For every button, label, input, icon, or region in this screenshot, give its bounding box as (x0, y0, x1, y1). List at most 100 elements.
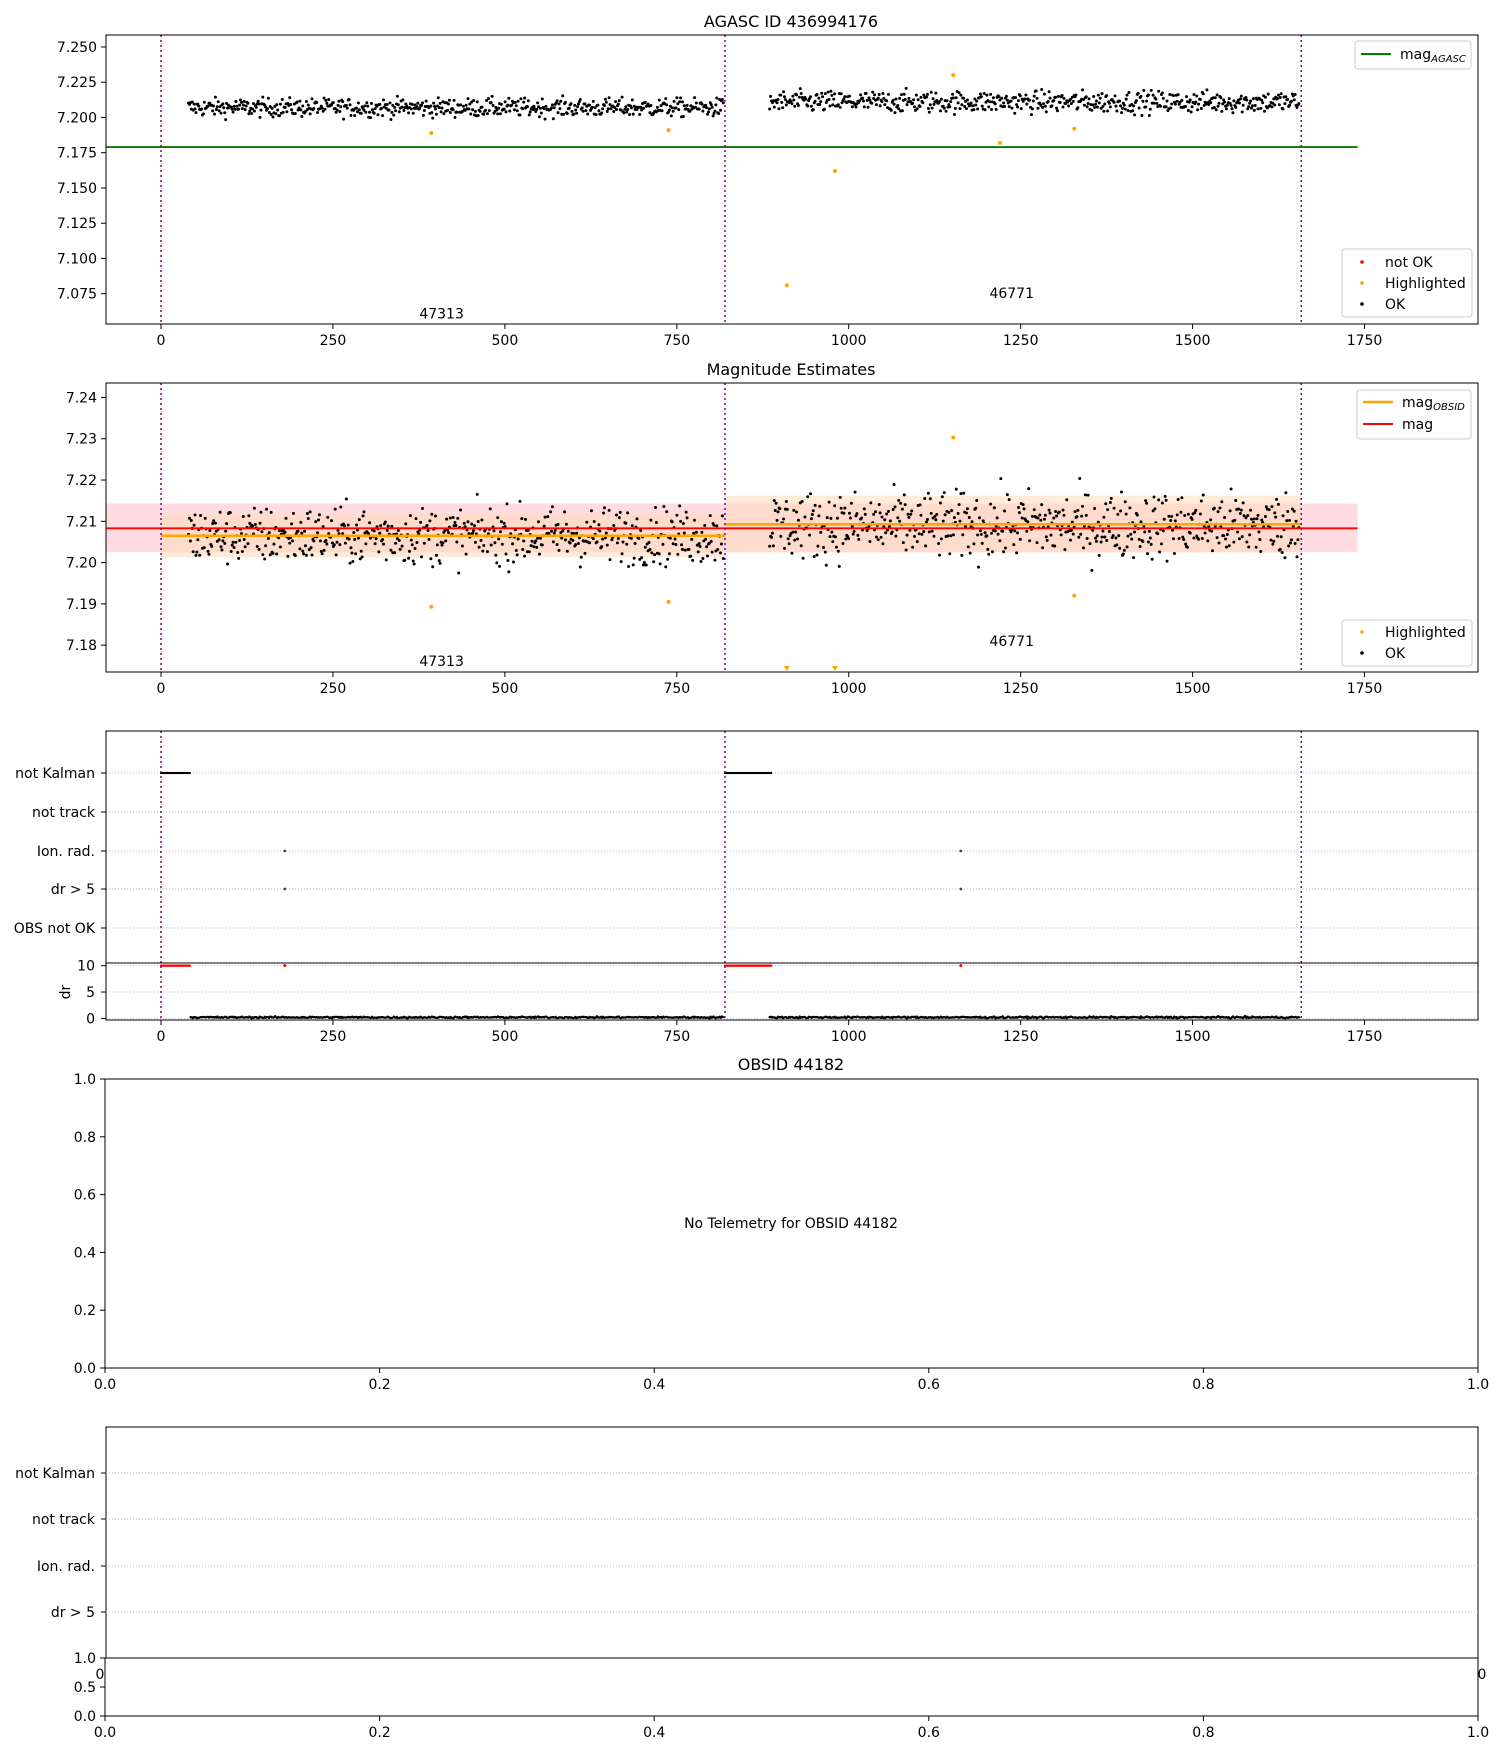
ok-point (912, 534, 916, 538)
ok-point (569, 102, 573, 106)
ok-point (703, 523, 707, 527)
ok-point (817, 96, 821, 100)
ok-point (230, 543, 234, 547)
ok-point (188, 539, 192, 543)
ok-point (353, 114, 357, 118)
ok-point (1175, 99, 1179, 103)
highlighted-point (998, 140, 1003, 145)
ok-point (963, 104, 967, 108)
ok-point (978, 92, 982, 96)
ok-point (540, 97, 544, 101)
ok-point (456, 516, 460, 520)
ok-point (461, 104, 465, 108)
ok-point (572, 532, 576, 536)
ok-point (899, 93, 903, 97)
highlighted-point (832, 169, 837, 174)
ok-point (356, 536, 360, 540)
ok-point (1192, 536, 1196, 540)
ok-point (1189, 110, 1193, 114)
flag-point (283, 887, 287, 891)
ok-point (594, 113, 598, 117)
ok-point (819, 530, 823, 534)
ok-point (1212, 105, 1216, 109)
ok-point (580, 106, 584, 110)
ok-point (496, 516, 500, 520)
ok-point (929, 90, 933, 94)
ok-point (412, 562, 416, 566)
ok-point (301, 104, 305, 108)
ok-point (368, 116, 372, 120)
ok-point (715, 524, 719, 528)
ok-point (831, 540, 835, 544)
ok-point (1141, 540, 1145, 544)
ok-point (300, 531, 304, 535)
ok-point (539, 111, 543, 115)
ok-point (357, 518, 361, 522)
category-label: Ion. rad. (37, 844, 95, 860)
ok-point (1274, 515, 1278, 519)
ok-point (312, 106, 316, 110)
ok-point (489, 543, 493, 547)
ok-point (407, 549, 411, 553)
ok-point (674, 543, 678, 547)
ok-point (429, 557, 433, 561)
ok-point (194, 553, 198, 557)
legend-label-main: mag (1400, 47, 1431, 63)
ok-point (1016, 99, 1020, 103)
ok-point (1085, 105, 1089, 109)
ok-point (1253, 104, 1257, 108)
ok-point (666, 557, 670, 561)
ok-point (876, 538, 880, 542)
ok-point (1201, 493, 1205, 497)
ok-point (774, 501, 778, 505)
ok-point (543, 117, 547, 121)
ok-point (872, 96, 876, 100)
ok-point (478, 109, 482, 113)
ok-point (336, 528, 340, 532)
ok-point (264, 544, 268, 548)
ok-point (452, 98, 456, 102)
ok-point (564, 522, 568, 526)
ok-point (563, 510, 567, 514)
ok-point (1105, 94, 1109, 98)
ok-point (1288, 518, 1292, 522)
ok-point (1246, 513, 1250, 517)
ok-point (455, 540, 459, 544)
ok-point (589, 509, 593, 513)
dr-axes-frame (105, 962, 1479, 1021)
ok-point (550, 103, 554, 107)
ok-point (862, 105, 866, 109)
ok-point (780, 100, 784, 104)
ok-point (1149, 88, 1153, 92)
ok-point (1267, 508, 1271, 512)
ok-point (228, 511, 232, 515)
ok-point (576, 105, 580, 109)
ok-point (562, 112, 566, 116)
ok-point (1260, 518, 1264, 522)
ok-point (485, 112, 489, 116)
ok-point (996, 532, 1000, 536)
ok-point (495, 561, 499, 565)
ok-point (275, 103, 279, 107)
ok-point (514, 549, 518, 553)
ok-point (1048, 96, 1052, 100)
ok-point (973, 97, 977, 101)
ok-point (384, 558, 388, 562)
ok-point (1210, 529, 1214, 533)
ok-point (720, 514, 724, 518)
ok-point (1013, 111, 1017, 115)
ok-point (617, 99, 621, 103)
ok-point (1170, 514, 1174, 518)
ok-point (1241, 501, 1245, 505)
ok-point (1157, 498, 1161, 502)
ok-point (813, 99, 817, 103)
ok-point (768, 544, 772, 548)
ok-point (511, 542, 515, 546)
ok-point (1002, 101, 1006, 105)
ok-point (893, 111, 897, 115)
ok-point (964, 511, 968, 515)
ok-point (232, 104, 236, 108)
ok-point (1237, 507, 1241, 511)
flags-axes-frame (105, 1426, 1479, 1659)
